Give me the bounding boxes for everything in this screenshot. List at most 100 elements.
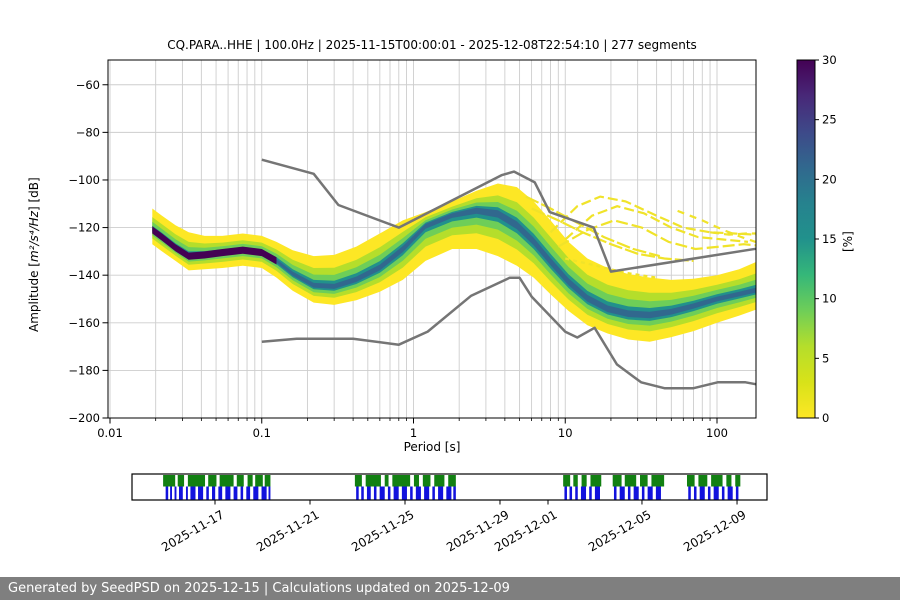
timeline: 2025-11-17 2025-11-21 2025-11-25 2025-11-29…: [131, 473, 768, 554]
plot-title: CQ.PARA..HHE | 100.0Hz | 2025-11-15T00:0…: [167, 38, 697, 52]
plot-border: [107, 59, 757, 419]
timeline-blue-segment: [713, 486, 719, 500]
timeline-blue-segment: [432, 486, 435, 500]
timeline-blue-segment: [575, 486, 578, 500]
density-band: [152, 207, 756, 319]
y-tick-label: −160: [68, 316, 100, 330]
timeline-date-label: 2025-12-09: [681, 507, 748, 554]
colorbar-label: [%]: [841, 231, 855, 252]
timeline-blue-segment: [356, 486, 359, 500]
y-axis-label-prefix: Amplitude [: [27, 262, 41, 332]
footer-text: Generated by SeedPSD on 2025-12-15 | Cal…: [8, 581, 510, 596]
timeline-green-segment: [563, 475, 571, 487]
timeline-green-segment: [581, 475, 587, 487]
x-axis-label: Period [s]: [403, 440, 461, 454]
timeline-green-segment: [711, 475, 723, 487]
colorbar-tick-label: 30: [822, 53, 837, 67]
x-tick-label: 10: [558, 426, 573, 440]
timeline-blue-segment: [410, 486, 413, 500]
x-tick-label: 100: [706, 426, 728, 440]
timeline-green-segment: [612, 475, 622, 487]
timeline-green-segment: [384, 475, 389, 487]
timeline-blue-segment: [218, 486, 223, 500]
y-tick-label: −140: [68, 268, 100, 282]
timeline-blue-segment: [361, 486, 364, 500]
timeline-green-segment: [686, 475, 695, 487]
colorbar-tick-label: 20: [822, 172, 837, 186]
timeline-blue-segment: [178, 486, 183, 500]
psd-density-histogram: [152, 183, 756, 342]
timeline-blue-segment: [721, 486, 725, 500]
timeline-blue-segment: [170, 486, 173, 500]
noise-model-lines: [261, 158, 756, 390]
timeline-green-segment: [590, 475, 602, 487]
timeline-blue-segment: [198, 486, 204, 500]
axis-ticks: [102, 84, 718, 424]
timeline-blue-segment: [165, 486, 169, 500]
timeline-date-label: 2025-11-17: [159, 507, 226, 554]
timeline-blue-segment: [619, 486, 625, 500]
timeline-green-segment: [163, 475, 176, 487]
timeline-blue-segment: [225, 486, 231, 500]
timeline-green-segment: [640, 475, 648, 487]
timeline-blue-segment: [401, 486, 407, 500]
noise-model-nlnm: [261, 276, 756, 390]
timeline-blue-segment: [373, 486, 377, 500]
timeline-date-label: 2025-11-25: [349, 507, 416, 554]
timeline-blue-segment: [707, 486, 711, 500]
colorbar-gradient: [796, 59, 816, 419]
timeline-green-segment: [413, 475, 420, 487]
footer-bar: Generated by SeedPSD on 2025-12-15 | Cal…: [0, 577, 900, 600]
timeline-blue-segment: [246, 486, 251, 500]
colorbar: 0 5 10 15 20 25 30: [796, 53, 837, 425]
colorbar-tick-label: 10: [822, 292, 837, 306]
timeline-green-segment: [624, 475, 637, 487]
y-tick-label: −180: [68, 363, 100, 377]
timeline-green-segment: [726, 475, 732, 487]
timeline-blue-segment: [174, 486, 177, 500]
y-tick-label: −120: [68, 221, 100, 235]
timeline-blue-segment: [268, 486, 271, 500]
timeline-blue-segment: [589, 486, 592, 500]
timeline-blue-segment: [688, 486, 691, 500]
y-tick-label: −60: [76, 78, 100, 92]
timeline-blue-segments: [165, 486, 739, 500]
x-tick-label: 0.01: [97, 426, 123, 440]
timeline-blue-segment: [693, 486, 697, 500]
density-band: [152, 205, 756, 321]
timeline-blue-segment: [438, 486, 444, 500]
timeline-blue-segment: [594, 486, 600, 500]
timeline-blue-segment: [569, 486, 573, 500]
timeline-blue-segment: [735, 486, 739, 500]
timeline-green-segment: [208, 475, 217, 487]
timeline-blue-segment: [564, 486, 567, 500]
timeline-green-segment: [264, 475, 271, 487]
density-band: [152, 202, 756, 326]
timeline-blue-segment: [240, 486, 244, 500]
colorbar-tick-label: 5: [822, 351, 829, 365]
timeline-blue-segment: [446, 486, 452, 500]
timeline-blue-segment: [613, 486, 617, 500]
timeline-blue-segment: [379, 486, 385, 500]
timeline-blue-segment: [190, 486, 196, 500]
noise-model-nhnm: [261, 158, 756, 273]
timeline-green-segment: [392, 475, 411, 487]
timeline-green-segment: [236, 475, 244, 487]
timeline-blue-segment: [727, 486, 733, 500]
timeline-blue-segment: [580, 486, 587, 500]
timeline-blue-segment: [699, 486, 705, 500]
colorbar-tick-label: 0: [822, 411, 829, 425]
timeline-green-segment: [422, 475, 431, 487]
timeline-blue-segment: [212, 486, 216, 500]
timeline-blue-segment: [453, 486, 456, 500]
timeline-blue-segment: [185, 486, 188, 500]
timeline-blue-segment: [253, 486, 259, 500]
timeline-green-segment: [434, 475, 445, 487]
timeline-green-segment: [219, 475, 234, 487]
timeline-blue-segment: [647, 486, 653, 500]
timeline-green-segment: [177, 475, 185, 487]
timeline-green-segment: [187, 475, 206, 487]
timeline-green-segments: [163, 475, 741, 487]
